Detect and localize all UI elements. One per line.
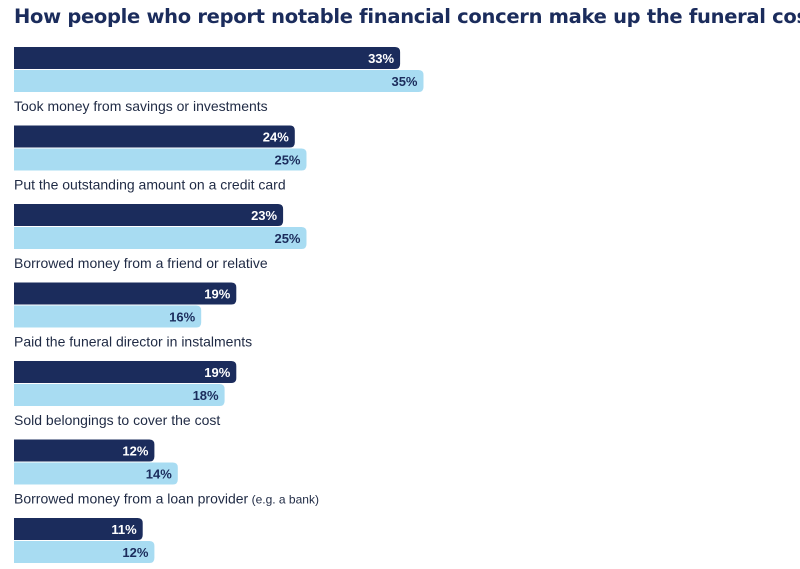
bar-group: 12% 14% Borrowed money from a loan provide… [14,439,319,507]
bar-series-2 [14,462,178,485]
chart-title: How people who report notable financial … [14,5,800,28]
bar-value-label: 19% [204,365,230,380]
bar-series-1 [14,282,237,305]
bar-series-1 [14,518,143,540]
bar-value-label: 16% [169,310,195,325]
category-label: Put the outstanding amount on a credit c… [14,177,286,193]
category-note: (e.g. a bank) [248,493,319,507]
bar-group: 19% 16% Paid the funeral director in insta… [14,282,252,350]
bars-layer: 33% 35% Took money from savings or investm… [14,47,424,563]
bar-group: 19% 18% Sold belongings to cover the cost [14,361,237,428]
category-label: Borrowed money from a loan provider (e.g… [14,491,319,507]
bar-value-label: 35% [391,74,417,89]
bar-value-label: 12% [122,545,148,560]
bar-value-label: 19% [204,287,230,302]
bar-value-label: 12% [122,444,148,459]
bar-value-label: 18% [193,388,219,403]
bar-value-label: 14% [146,467,172,482]
bar-group: 11%12%Applied for a Funeral Expenses Pay… [14,518,155,563]
bar-value-label: 23% [251,208,277,223]
bar-series-2 [14,148,307,171]
bar-group: 33% 35% Took money from savings or investm… [14,47,424,114]
bar-series-1 [14,204,284,226]
bar-group: 23% 25% Borrowed money from a friend or re… [14,204,307,271]
bar-series-2 [14,305,202,328]
bar-value-label: 11% [111,522,137,537]
bar-value-label: 24% [263,130,289,145]
bar-series-2 [14,70,424,92]
bar-group: 24% 25% Put the outstanding amount on a cr… [14,125,307,193]
category-label: Paid the funeral director in instalments [14,334,252,350]
bar-series-1 [14,361,237,383]
bar-series-1 [14,439,155,462]
bar-value-label: 25% [274,153,300,168]
category-label: Borrowed money from a friend or relative [14,255,268,271]
bar-series-1 [14,125,295,148]
bar-value-label: 33% [368,51,394,66]
bar-series-2 [14,541,155,563]
bar-value-label: 25% [274,231,300,246]
bar-series-1 [14,47,401,69]
category-label: Sold belongings to cover the cost [14,412,220,428]
bar-series-2 [14,384,225,406]
bar-series-2 [14,227,307,249]
category-label: Took money from savings or investments [14,98,268,114]
